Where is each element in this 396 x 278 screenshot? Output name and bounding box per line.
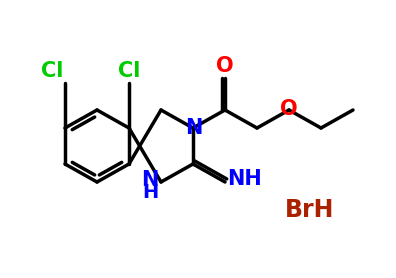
Text: Cl: Cl [118, 61, 140, 81]
Text: BrH: BrH [285, 198, 335, 222]
Text: NH: NH [227, 169, 262, 189]
Text: H: H [142, 182, 158, 202]
Text: O: O [280, 99, 298, 119]
Text: N: N [185, 118, 203, 138]
Text: O: O [216, 56, 234, 76]
Text: N: N [141, 170, 158, 190]
Text: Cl: Cl [41, 61, 63, 81]
